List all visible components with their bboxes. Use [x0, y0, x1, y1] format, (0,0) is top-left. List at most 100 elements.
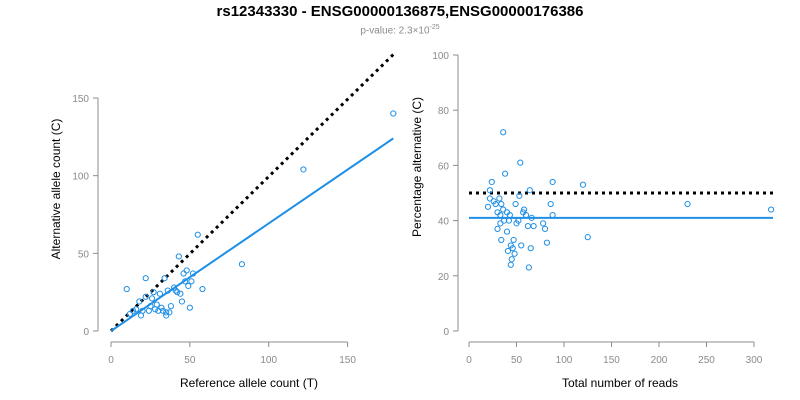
data-point	[503, 228, 511, 235]
data-point	[512, 200, 519, 208]
x-tick-label: 100	[556, 355, 573, 366]
data-point	[156, 290, 163, 297]
x-tick-label: 150	[339, 355, 356, 366]
data-point	[579, 181, 587, 188]
data-point	[183, 267, 190, 274]
data-point	[498, 200, 505, 208]
data-point	[527, 245, 534, 252]
data-point	[188, 278, 195, 285]
data-point	[177, 290, 184, 297]
data-point	[142, 293, 149, 300]
data-point	[300, 166, 307, 173]
data-point	[175, 253, 182, 260]
data-point	[768, 206, 775, 213]
data-point	[182, 278, 189, 285]
y-tick-label: 100	[432, 51, 449, 62]
data-point	[507, 261, 514, 268]
data-point	[502, 170, 509, 177]
y-tick-label: 0	[443, 327, 449, 338]
y-axis-label: Percentage alternative (C)	[410, 97, 424, 237]
data-point	[150, 289, 157, 296]
chart-title: rs12343330 - ENSG00000136875,ENSG0000017…	[216, 3, 584, 20]
data-point	[517, 159, 524, 166]
data-point	[524, 223, 532, 230]
data-point	[133, 306, 140, 313]
data-point	[684, 200, 691, 208]
data-point	[174, 289, 181, 296]
y-axis-label: Alternative allele count (C)	[49, 119, 63, 260]
data-point	[158, 304, 165, 311]
x-tick-label: 50	[511, 355, 523, 366]
data-point	[161, 275, 168, 282]
left-plot: 0 50 100 150 0 50 100 150 Reference allele count…	[49, 53, 397, 390]
right-plot: 0 50 100 150 200 250 300 0 20 40 60 80 100 Total numb…	[410, 51, 775, 390]
data-point	[126, 310, 134, 318]
data-point	[541, 225, 549, 232]
y-tick-label: 60	[438, 161, 450, 172]
data-point	[189, 270, 197, 277]
data-point	[186, 304, 193, 311]
data-point	[549, 178, 556, 186]
y-tick-label: 50	[78, 249, 90, 260]
data-point	[543, 239, 551, 246]
data-point	[530, 223, 537, 230]
x-axis-label: Total number of reads	[562, 376, 678, 390]
y-tick-label: 100	[72, 172, 89, 183]
data-point	[500, 129, 507, 136]
data-point	[526, 187, 533, 194]
data-point	[496, 195, 503, 202]
data-point	[139, 307, 146, 314]
data-point	[153, 301, 160, 308]
data-point	[521, 206, 528, 213]
data-point	[522, 211, 530, 219]
data-point	[486, 187, 493, 194]
data-point	[549, 211, 556, 219]
y-tick-label: 0	[83, 327, 89, 338]
data-point	[504, 247, 512, 255]
data-point	[525, 264, 532, 271]
y-tick-label: 80	[438, 106, 450, 117]
pvalue-text: p-value: 2.3×10	[360, 25, 430, 37]
data-point	[136, 298, 143, 305]
data-point	[166, 309, 173, 316]
data-point	[516, 192, 523, 199]
data-point	[390, 110, 397, 117]
x-tick-label: 0	[466, 355, 472, 366]
data-point	[488, 178, 495, 186]
x-tick-label: 250	[698, 355, 715, 366]
data-point	[129, 307, 137, 314]
data-point	[518, 242, 525, 249]
x-tick-label: 200	[651, 355, 668, 366]
data-point	[509, 245, 516, 252]
y-tick-label: 40	[438, 217, 450, 228]
data-point	[123, 285, 130, 293]
pvalue-exponent: -25	[429, 24, 440, 31]
reference-line	[109, 53, 395, 333]
data-point	[238, 261, 246, 268]
y-tick-label: 150	[72, 94, 89, 105]
data-point	[497, 211, 504, 219]
data-point	[547, 200, 554, 208]
data-point	[163, 309, 170, 316]
data-point	[167, 303, 175, 310]
data-point	[148, 295, 156, 302]
data-point	[498, 236, 505, 244]
data-point	[159, 307, 167, 314]
y-tick-label: 20	[438, 272, 450, 283]
data-point	[164, 287, 171, 294]
data-point	[484, 203, 492, 210]
x-tick-label: 0	[108, 355, 114, 366]
data-point	[506, 211, 513, 219]
data-point	[147, 303, 154, 310]
data-point	[163, 312, 170, 319]
x-tick-label: 300	[746, 355, 763, 366]
data-point	[584, 234, 591, 241]
x-tick-label: 150	[603, 355, 620, 366]
data-point	[178, 298, 186, 305]
data-point	[508, 256, 515, 263]
data-point	[511, 250, 518, 257]
data-point	[540, 220, 547, 227]
fit-line	[110, 137, 394, 332]
data-point	[528, 214, 535, 221]
